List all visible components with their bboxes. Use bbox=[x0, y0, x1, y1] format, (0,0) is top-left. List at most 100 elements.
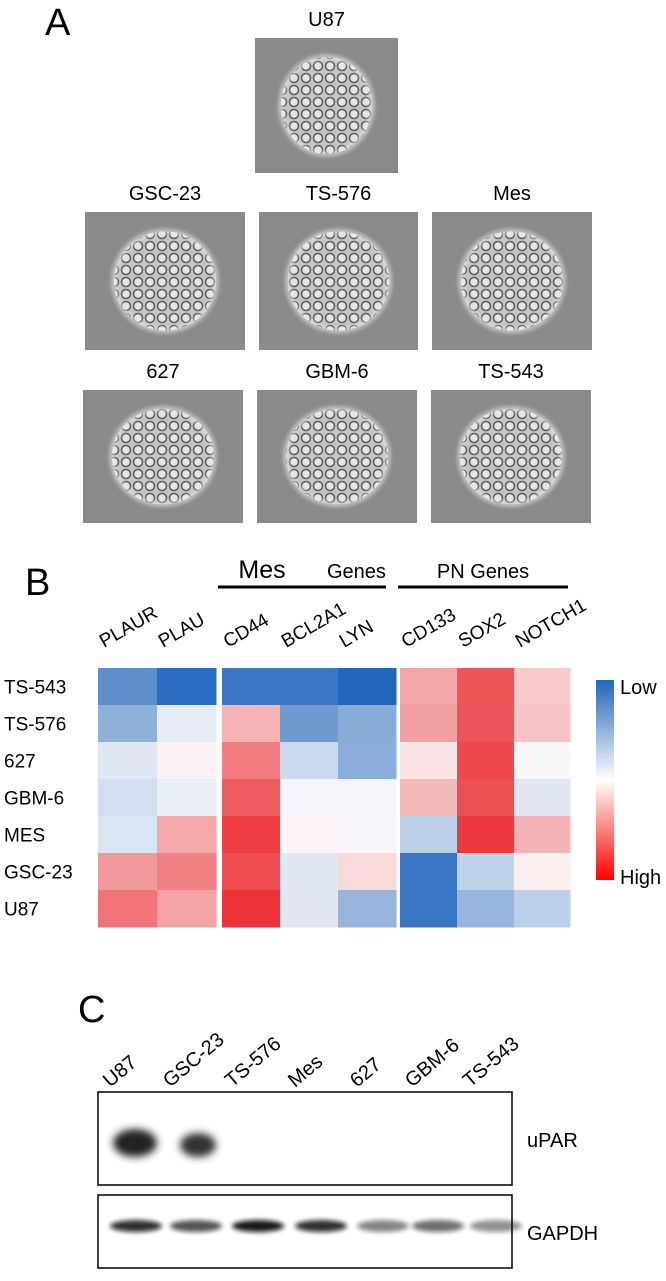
column-label: PLAUR bbox=[96, 602, 161, 652]
heatmap-cell bbox=[400, 816, 458, 854]
heatmap-cell bbox=[157, 742, 217, 780]
blot bbox=[97, 1091, 513, 1186]
heatmap-cell bbox=[98, 742, 158, 780]
heatmap-cell bbox=[222, 779, 281, 817]
heatmap-cell bbox=[400, 705, 458, 743]
row-label: MES bbox=[4, 826, 45, 847]
heatmap-cell bbox=[222, 668, 281, 706]
blot bbox=[97, 1194, 513, 1269]
spheroid bbox=[459, 408, 563, 505]
blot-label: GAPDH bbox=[527, 1223, 598, 1245]
heatmap-cell bbox=[457, 853, 515, 891]
heatmap-cell bbox=[98, 779, 158, 817]
lane-label: Mes bbox=[284, 1051, 327, 1092]
heatmap-cell bbox=[457, 890, 515, 928]
heatmap-cell bbox=[400, 779, 458, 817]
legend-label: High bbox=[620, 867, 661, 889]
column-label: SOX2 bbox=[455, 609, 509, 653]
heatmap-cell bbox=[400, 853, 458, 891]
spheroid bbox=[113, 231, 217, 331]
heatmap-cell bbox=[338, 705, 397, 743]
heatmap-cell bbox=[338, 890, 397, 928]
row-label: U87 bbox=[4, 900, 39, 921]
heatmap-cell bbox=[457, 668, 515, 706]
heatmap-cell bbox=[222, 853, 281, 891]
band bbox=[170, 1220, 222, 1232]
blot-label: uPAR bbox=[527, 1130, 578, 1152]
band bbox=[180, 1133, 216, 1157]
band bbox=[113, 1129, 157, 1157]
heatmap-cell bbox=[514, 816, 571, 854]
lane-label: U87 bbox=[99, 1051, 141, 1091]
heatmap-cell bbox=[338, 668, 397, 706]
heatmap-cell bbox=[457, 742, 515, 780]
heatmap-cell bbox=[98, 890, 158, 928]
lane-label: GBM-6 bbox=[401, 1034, 464, 1092]
heatmap-cell bbox=[400, 742, 458, 780]
heatmap-cell bbox=[514, 890, 571, 928]
band bbox=[110, 1220, 162, 1232]
heatmap-cell bbox=[280, 705, 339, 743]
lane-label: TS-543 bbox=[459, 1033, 523, 1092]
band bbox=[295, 1220, 347, 1232]
heatmap-cell bbox=[457, 816, 515, 854]
row-label: GSC-23 bbox=[4, 863, 73, 884]
image-label: TS-576 bbox=[306, 183, 372, 205]
spheroid bbox=[287, 231, 390, 331]
heatmap-cell bbox=[338, 816, 397, 854]
heatmap-cell bbox=[514, 668, 571, 706]
spheroid-edge bbox=[459, 229, 565, 333]
group-label: PN Genes bbox=[437, 561, 529, 583]
spheroid-edge bbox=[279, 55, 374, 156]
row-label: TS-576 bbox=[4, 715, 66, 736]
group-label: Genes bbox=[327, 561, 386, 583]
group-label: Mes bbox=[238, 556, 285, 584]
legend-label: Low bbox=[620, 677, 657, 699]
heatmap-cell bbox=[280, 853, 339, 891]
heatmap-cell bbox=[514, 742, 571, 780]
spheroid-edge bbox=[458, 407, 564, 506]
spheroid bbox=[460, 231, 564, 331]
lane-label: GSC-23 bbox=[159, 1029, 228, 1092]
lane-label: TS-576 bbox=[221, 1033, 285, 1092]
heatmap-cell bbox=[280, 816, 339, 854]
image-label: GSC-23 bbox=[129, 183, 201, 205]
heatmap-cell bbox=[157, 890, 217, 928]
heatmap-cell bbox=[98, 816, 158, 854]
row-label: TS-543 bbox=[4, 678, 66, 699]
spheroid bbox=[285, 408, 389, 505]
heatmap-cell bbox=[222, 816, 281, 854]
heatmap-cell bbox=[222, 742, 281, 780]
image-label: GBM-6 bbox=[305, 361, 368, 383]
heatmap-cell bbox=[514, 705, 571, 743]
heatmap-cell bbox=[457, 705, 515, 743]
heatmap-cell bbox=[280, 890, 339, 928]
lane-label: 627 bbox=[346, 1054, 386, 1092]
band bbox=[232, 1220, 284, 1232]
heatmap-cell bbox=[400, 890, 458, 928]
panel-letter: A bbox=[45, 2, 71, 44]
column-label: CD44 bbox=[220, 610, 273, 653]
heatmap-cell bbox=[280, 668, 339, 706]
column-label: NOTCH1 bbox=[512, 595, 590, 652]
spheroid-edge bbox=[284, 407, 390, 506]
band bbox=[357, 1220, 409, 1232]
band bbox=[470, 1220, 522, 1232]
spheroid-edge bbox=[286, 229, 391, 333]
spheroid-edge bbox=[112, 229, 218, 333]
heatmap-cell bbox=[280, 779, 339, 817]
heatmap-cell bbox=[157, 816, 217, 854]
heatmap-cell bbox=[338, 853, 397, 891]
color-legend bbox=[596, 680, 614, 880]
heatmap-cell bbox=[157, 705, 217, 743]
spheroid-edge bbox=[110, 407, 216, 506]
spheroid bbox=[111, 408, 215, 505]
heatmap-cell bbox=[98, 853, 158, 891]
heatmap-cell bbox=[457, 779, 515, 817]
heatmap-cell bbox=[514, 853, 571, 891]
row-label: 627 bbox=[4, 752, 36, 773]
panel-letter: B bbox=[25, 562, 50, 604]
heatmap-cell bbox=[514, 779, 571, 817]
spheroid bbox=[280, 56, 373, 155]
